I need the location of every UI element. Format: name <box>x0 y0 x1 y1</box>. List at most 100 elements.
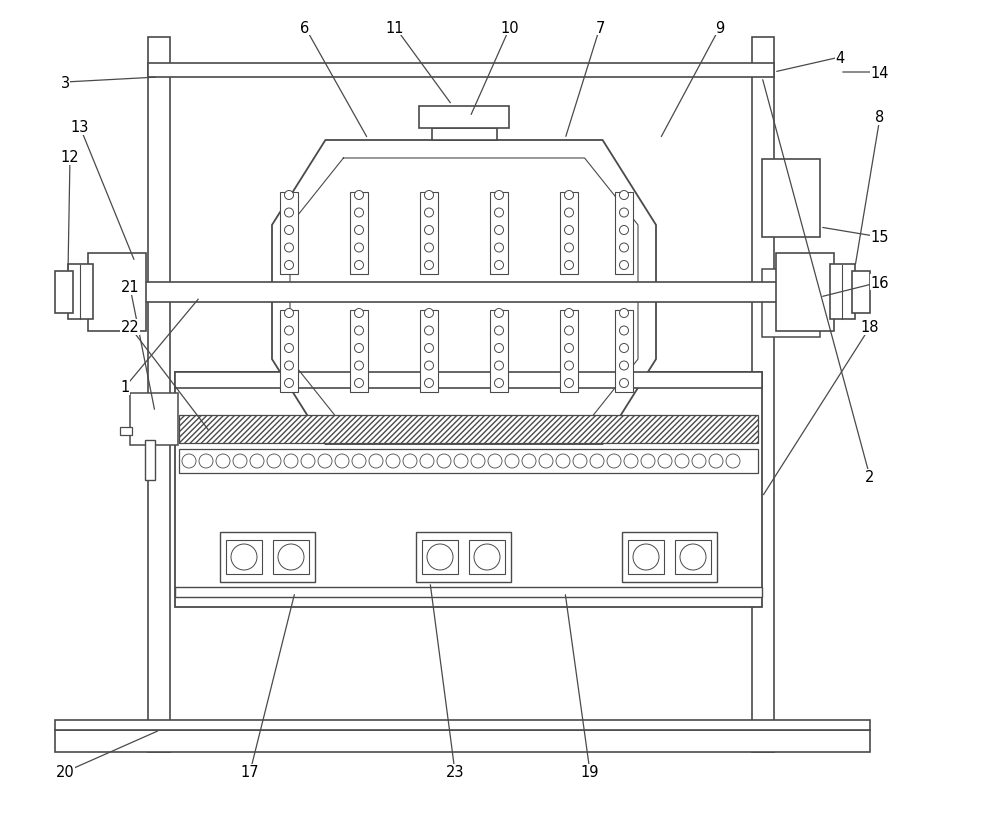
Text: 8: 8 <box>875 110 885 126</box>
Circle shape <box>494 191 504 200</box>
Circle shape <box>355 361 364 370</box>
Circle shape <box>250 455 264 468</box>
Bar <box>675 540 711 574</box>
Text: 23: 23 <box>446 765 464 780</box>
Circle shape <box>301 455 315 468</box>
Circle shape <box>620 261 629 270</box>
Text: 2: 2 <box>865 470 875 485</box>
Bar <box>422 540 458 574</box>
Circle shape <box>488 455 502 468</box>
Circle shape <box>590 455 604 468</box>
Circle shape <box>425 361 434 370</box>
Circle shape <box>620 208 629 218</box>
Circle shape <box>335 455 349 468</box>
Bar <box>175 587 762 597</box>
Bar <box>416 533 511 582</box>
Ellipse shape <box>278 544 304 571</box>
Bar <box>420 193 438 275</box>
Circle shape <box>709 455 723 468</box>
Ellipse shape <box>680 544 706 571</box>
Text: 18: 18 <box>861 320 879 335</box>
Bar <box>762 160 820 237</box>
Circle shape <box>285 227 294 235</box>
Bar <box>350 311 368 393</box>
Circle shape <box>425 261 434 270</box>
Circle shape <box>564 227 574 235</box>
Circle shape <box>425 344 434 353</box>
Bar <box>175 372 762 607</box>
Bar <box>615 311 633 393</box>
Text: 22: 22 <box>121 320 139 335</box>
Circle shape <box>658 455 672 468</box>
Circle shape <box>355 344 364 353</box>
Circle shape <box>285 379 294 388</box>
Circle shape <box>284 455 298 468</box>
Circle shape <box>726 455 740 468</box>
Circle shape <box>494 309 504 318</box>
Circle shape <box>564 379 574 388</box>
Circle shape <box>494 227 504 235</box>
Circle shape <box>675 455 689 468</box>
Bar <box>628 540 664 574</box>
Text: 4: 4 <box>835 50 845 65</box>
Circle shape <box>564 261 574 270</box>
Text: 10: 10 <box>501 21 519 36</box>
Bar <box>68 265 93 319</box>
Bar <box>490 193 508 275</box>
Circle shape <box>564 309 574 318</box>
Circle shape <box>199 455 213 468</box>
Text: 17: 17 <box>241 765 259 780</box>
Circle shape <box>620 379 629 388</box>
Bar <box>226 540 262 574</box>
Circle shape <box>285 309 294 318</box>
Bar <box>350 193 368 275</box>
Ellipse shape <box>231 544 257 571</box>
Circle shape <box>494 344 504 353</box>
Circle shape <box>505 455 519 468</box>
Bar <box>420 311 438 393</box>
Text: 19: 19 <box>581 765 599 780</box>
Text: 14: 14 <box>871 65 889 80</box>
Bar <box>560 193 578 275</box>
Bar <box>469 540 505 574</box>
Circle shape <box>355 261 364 270</box>
Circle shape <box>355 191 364 200</box>
Circle shape <box>425 379 434 388</box>
Circle shape <box>522 455 536 468</box>
Bar <box>85 283 840 303</box>
Bar <box>148 38 170 752</box>
Bar <box>280 311 298 393</box>
Circle shape <box>425 208 434 218</box>
Bar <box>130 394 178 446</box>
Text: 21: 21 <box>121 280 139 295</box>
Circle shape <box>285 261 294 270</box>
Circle shape <box>454 455 468 468</box>
Circle shape <box>285 208 294 218</box>
Circle shape <box>624 455 638 468</box>
Circle shape <box>355 227 364 235</box>
Circle shape <box>318 455 332 468</box>
Circle shape <box>355 309 364 318</box>
Circle shape <box>494 244 504 253</box>
Bar <box>145 441 155 480</box>
Ellipse shape <box>474 544 500 571</box>
Bar <box>148 64 774 78</box>
Circle shape <box>620 344 629 353</box>
Circle shape <box>425 327 434 336</box>
Circle shape <box>556 455 570 468</box>
Text: 15: 15 <box>871 230 889 245</box>
Text: 3: 3 <box>60 75 70 90</box>
Circle shape <box>494 208 504 218</box>
Circle shape <box>539 455 553 468</box>
Bar <box>179 415 758 443</box>
Text: 6: 6 <box>300 21 310 36</box>
Circle shape <box>564 244 574 253</box>
Bar <box>560 311 578 393</box>
Circle shape <box>607 455 621 468</box>
Circle shape <box>285 191 294 200</box>
Circle shape <box>564 327 574 336</box>
Bar <box>175 372 762 389</box>
Bar <box>762 270 820 337</box>
Circle shape <box>386 455 400 468</box>
Circle shape <box>285 344 294 353</box>
